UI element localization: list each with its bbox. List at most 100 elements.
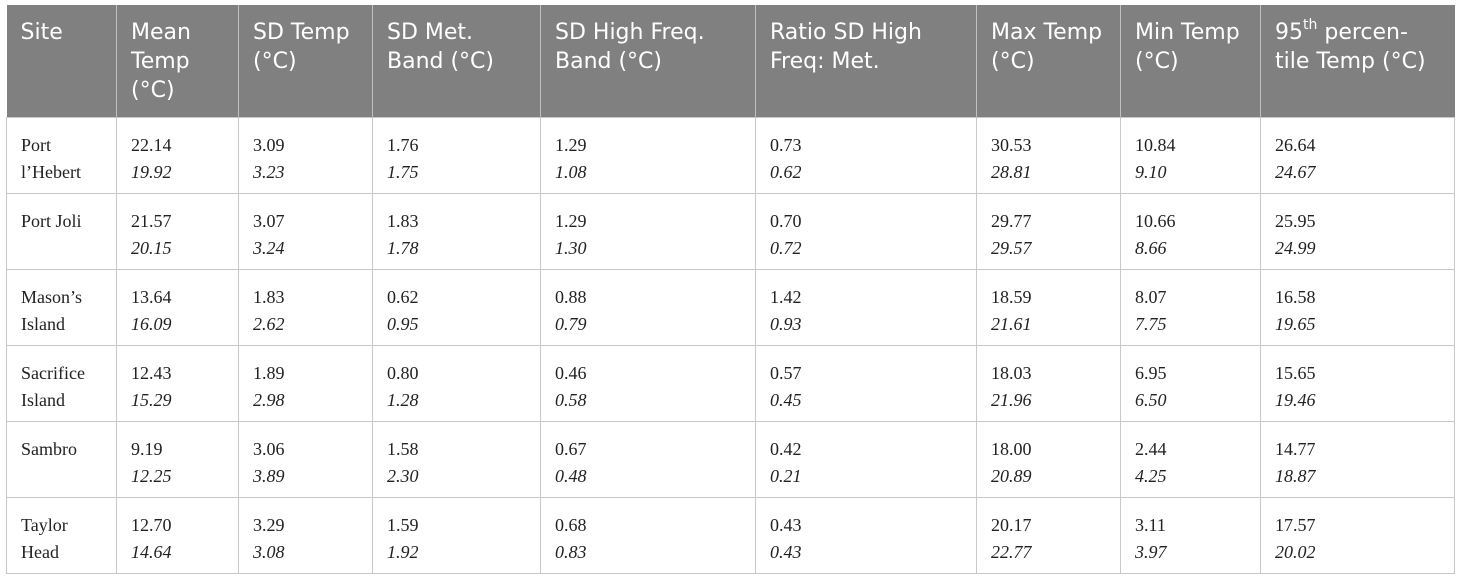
value-secondary: 21.61	[991, 313, 1032, 334]
cell-site: Mason’s Island	[6, 268, 117, 346]
cell-95th-percentile: 16.58 19.65	[1260, 268, 1455, 346]
value-secondary: 2.30	[387, 465, 419, 486]
value-secondary: 18.87	[1275, 465, 1316, 486]
cell-ratio: 0.70 0.72	[755, 192, 977, 270]
cell-sd-high-freq-band: 1.29 1.08	[540, 116, 756, 194]
value-primary: 1.58	[387, 438, 419, 459]
value-secondary: 24.67	[1275, 161, 1316, 182]
value-secondary: 20.15	[131, 237, 172, 258]
cell-max-temp: 18.59 21.61	[976, 268, 1121, 346]
cell-sd-temp: 1.89 2.98	[238, 344, 373, 422]
cell-95th-percentile: 25.95 24.99	[1260, 192, 1455, 270]
value-primary: 3.11	[1135, 514, 1166, 535]
value-primary: 18.03	[991, 362, 1032, 383]
header-sd-temp: SD Temp (°C)	[238, 5, 373, 117]
value-primary: 1.89	[253, 362, 285, 383]
value-primary: 1.83	[253, 286, 285, 307]
value-primary: 3.29	[253, 514, 285, 535]
value-primary: 12.43	[131, 362, 172, 383]
cell-min-temp: 2.44 4.25	[1120, 420, 1261, 498]
value-primary: 20.17	[991, 514, 1032, 535]
value-primary: 0.73	[770, 134, 802, 155]
value-secondary: 0.62	[770, 161, 802, 182]
cell-sd-met-band: 1.58 2.30	[372, 420, 541, 498]
value-secondary: 15.29	[131, 389, 172, 410]
header-95th-number: 95	[1275, 20, 1303, 45]
value-primary: 1.29	[555, 210, 587, 231]
temperature-stats-table: Site Mean Temp (°C) SD Temp (°C) SD Met.…	[6, 5, 1455, 574]
cell-sd-met-band: 0.80 1.28	[372, 344, 541, 422]
table-header: Site Mean Temp (°C) SD Temp (°C) SD Met.…	[6, 5, 1455, 117]
value-secondary: 12.25	[131, 465, 172, 486]
table-row: Taylor Head 12.70 14.64 3.29 3.08 1.59 1.92 0.6…	[6, 496, 1455, 574]
value-secondary: 19.46	[1275, 389, 1316, 410]
value-secondary: 20.02	[1275, 541, 1316, 562]
cell-min-temp: 3.11 3.97	[1120, 496, 1261, 574]
cell-95th-percentile: 26.64 24.67	[1260, 116, 1455, 194]
value-primary: 0.57	[770, 362, 802, 383]
value-secondary: 3.08	[253, 541, 285, 562]
cell-sd-temp: 3.06 3.89	[238, 420, 373, 498]
cell-sd-temp: 1.83 2.62	[238, 268, 373, 346]
header-ratio: Ratio SD High Freq: Met.	[755, 5, 977, 117]
header-sd-met-band: SD Met. Band (°C)	[372, 5, 541, 117]
cell-sd-met-band: 0.62 0.95	[372, 268, 541, 346]
value-secondary: 20.89	[991, 465, 1032, 486]
value-secondary: 1.08	[555, 161, 587, 182]
value-primary: 1.42	[770, 286, 802, 307]
value-secondary: 0.21	[770, 465, 802, 486]
value-secondary: 0.79	[555, 313, 587, 334]
value-secondary: 0.48	[555, 465, 587, 486]
value-secondary: 0.83	[555, 541, 587, 562]
value-secondary: 28.81	[991, 161, 1032, 182]
value-primary: 0.42	[770, 438, 802, 459]
table-row: Mason’s Island 13.64 16.09 1.83 2.62 0.62 0.95…	[6, 268, 1455, 346]
value-secondary: 19.65	[1275, 313, 1316, 334]
value-primary: 2.44	[1135, 438, 1167, 459]
header-95th-percentile: 95th percen-tile Temp (°C)	[1260, 5, 1455, 117]
value-secondary: 4.25	[1135, 465, 1167, 486]
value-primary: 3.06	[253, 438, 285, 459]
table-row: Sacrifice Island 12.43 15.29 1.89 2.98 0.80 1.…	[6, 344, 1455, 422]
value-secondary: 1.30	[555, 237, 587, 258]
value-primary: 18.59	[991, 286, 1032, 307]
value-primary: 0.70	[770, 210, 802, 231]
value-secondary: 6.50	[1135, 389, 1167, 410]
cell-min-temp: 8.07 7.75	[1120, 268, 1261, 346]
value-primary: 8.07	[1135, 286, 1167, 307]
value-secondary: 29.57	[991, 237, 1032, 258]
value-primary: 0.46	[555, 362, 587, 383]
cell-sd-high-freq-band: 1.29 1.30	[540, 192, 756, 270]
cell-mean-temp: 9.19 12.25	[116, 420, 239, 498]
cell-mean-temp: 22.14 19.92	[116, 116, 239, 194]
value-primary: 0.43	[770, 514, 802, 535]
value-secondary: 14.64	[131, 541, 172, 562]
value-secondary: 24.99	[1275, 237, 1316, 258]
value-primary: 0.88	[555, 286, 587, 307]
cell-site: Sacrifice Island	[6, 344, 117, 422]
value-secondary: 3.24	[253, 237, 285, 258]
value-primary: 0.67	[555, 438, 587, 459]
value-secondary: 2.62	[253, 313, 285, 334]
cell-sd-met-band: 1.76 1.75	[372, 116, 541, 194]
cell-sd-high-freq-band: 0.88 0.79	[540, 268, 756, 346]
value-primary: 14.77	[1275, 438, 1316, 459]
value-primary: 22.14	[131, 134, 172, 155]
cell-ratio: 0.42 0.21	[755, 420, 977, 498]
header-site: Site	[6, 5, 117, 117]
value-primary: 10.66	[1135, 210, 1176, 231]
value-secondary: 1.75	[387, 161, 419, 182]
cell-mean-temp: 12.70 14.64	[116, 496, 239, 574]
value-secondary: 22.77	[991, 541, 1032, 562]
cell-min-temp: 6.95 6.50	[1120, 344, 1261, 422]
cell-max-temp: 20.17 22.77	[976, 496, 1121, 574]
value-secondary: 9.10	[1135, 161, 1167, 182]
value-primary: 10.84	[1135, 134, 1176, 155]
cell-site: Sambro	[6, 420, 117, 498]
value-primary: 17.57	[1275, 514, 1316, 535]
header-max-temp: Max Temp (°C)	[976, 5, 1121, 117]
value-secondary: 0.58	[555, 389, 587, 410]
value-secondary: 2.98	[253, 389, 285, 410]
value-secondary: 0.95	[387, 313, 419, 334]
value-secondary: 0.93	[770, 313, 802, 334]
